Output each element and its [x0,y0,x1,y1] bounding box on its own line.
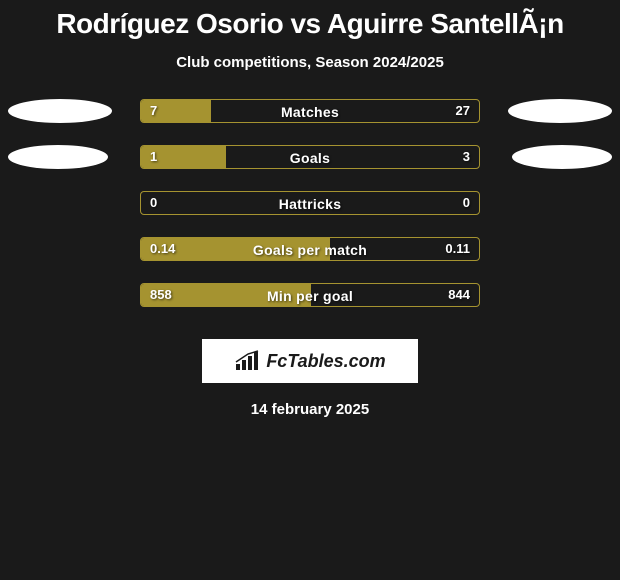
stat-label: Goals per match [141,238,479,261]
stat-label: Matches [141,100,479,123]
page-title: Rodríguez Osorio vs Aguirre SantellÃ¡n [0,0,620,40]
ellipse-right-icon [508,99,612,123]
stat-row-goals: Goals 1 3 [0,145,620,191]
stat-row-hattricks: Hattricks 0 0 [0,191,620,237]
stat-row-matches: Matches 7 27 [0,99,620,145]
stat-value-right: 3 [463,145,470,169]
stat-value-right: 0.11 [445,237,470,261]
bar-chart-icon [234,350,260,372]
stat-value-left: 1 [150,145,157,169]
stat-bar: Hattricks [140,191,480,215]
logo-box[interactable]: FcTables.com [202,339,418,383]
stats-stage: Matches 7 27 Goals 1 3 Hattricks 0 0 Goa… [0,99,620,329]
stat-bar: Goals per match [140,237,480,261]
date-label: 14 february 2025 [0,401,620,418]
stat-bar: Goals [140,145,480,169]
stat-bar: Min per goal [140,283,480,307]
stat-value-left: 7 [150,99,157,123]
stat-value-right: 0 [463,191,470,215]
stat-value-right: 844 [448,283,470,307]
stat-row-min-per-goal: Min per goal 858 844 [0,283,620,329]
stat-label: Hattricks [141,192,479,215]
ellipse-right-icon [512,145,612,169]
stat-label: Min per goal [141,284,479,307]
stat-label: Goals [141,146,479,169]
stat-value-left: 0 [150,191,157,215]
logo-text: FcTables.com [266,351,385,372]
stat-value-left: 0.14 [150,237,175,261]
ellipse-left-icon [8,99,112,123]
stat-row-goals-per-match: Goals per match 0.14 0.11 [0,237,620,283]
stat-value-left: 858 [150,283,172,307]
stat-value-right: 27 [456,99,470,123]
subtitle: Club competitions, Season 2024/2025 [0,54,620,71]
ellipse-left-icon [8,145,108,169]
stat-bar: Matches [140,99,480,123]
